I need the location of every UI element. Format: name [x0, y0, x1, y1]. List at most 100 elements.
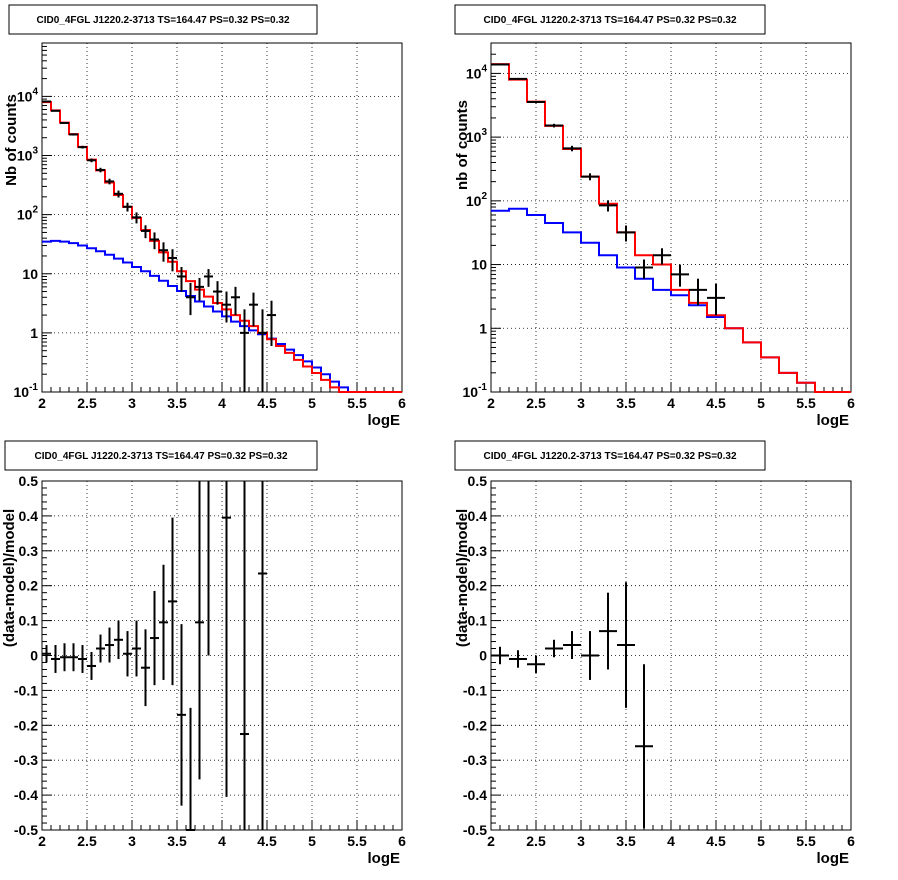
data-point	[150, 590, 159, 686]
chart-title: CID0_4FGL J1220.2-3713 TS=164.47 PS=0.32…	[36, 15, 289, 26]
x-tick-label: 3.5	[167, 833, 187, 849]
data-point	[78, 645, 87, 673]
y-tick-label: -0.1	[463, 682, 487, 698]
panel-title-box: CID0_4FGL J1220.2-3713 TS=164.47 PS=0.32…	[454, 4, 766, 35]
title-frame	[8, 4, 318, 35]
tick-exponent: 3	[481, 127, 487, 138]
y-tick-label: 10	[22, 266, 38, 282]
x-tick-label: 5	[757, 833, 765, 849]
series-line-total-model	[491, 63, 851, 393]
y-tick-label: 0.1	[19, 613, 39, 629]
data-point	[231, 286, 240, 316]
x-tick-label: 6	[847, 395, 855, 411]
y-tick-label: 103	[466, 127, 488, 145]
y-tick-label: 0	[30, 648, 38, 664]
y-tick-label: 102	[466, 191, 488, 209]
x-axis-label: logE	[368, 412, 401, 429]
x-tick-label: 5.5	[347, 833, 367, 849]
y-tick-label: 10	[471, 257, 487, 273]
data-point	[51, 645, 60, 673]
y-tick-label: 1	[479, 320, 487, 336]
data-point	[96, 167, 105, 173]
tick-exponent: 4	[32, 86, 38, 97]
grid	[491, 481, 851, 830]
data-point	[545, 639, 563, 658]
y-tick-label: 0.4	[468, 508, 488, 524]
y-tick-label: 0	[479, 648, 487, 664]
data-point	[195, 277, 204, 301]
y-tick-label: 104	[17, 86, 39, 104]
data-point	[204, 269, 213, 287]
data-point	[141, 225, 150, 239]
x-tick-label: 5	[757, 395, 765, 411]
x-tick-label: 6	[847, 833, 855, 849]
data-point	[258, 481, 267, 830]
tick-exponent: 4	[481, 63, 487, 74]
panel-title-box: CID0_4FGL J1220.2-3713 TS=164.47 PS=0.32…	[4, 440, 318, 471]
tick-base: 10	[17, 148, 33, 164]
x-tick-label: 2	[38, 833, 46, 849]
data-point	[635, 664, 653, 829]
data-point	[114, 620, 123, 659]
tick-base: 10	[466, 65, 482, 81]
data-point	[527, 655, 545, 673]
x-tick-label: 5.5	[796, 833, 816, 849]
y-tick-label: 10-1	[463, 382, 488, 400]
data-point	[545, 123, 563, 128]
tick-exponent: 2	[481, 191, 487, 202]
data-point	[491, 63, 509, 66]
tick-base: 10	[17, 88, 33, 104]
x-tick-label: 6	[398, 395, 406, 411]
y-tick-label: 102	[17, 205, 39, 223]
y-tick-label: -0.5	[463, 822, 487, 838]
y-tick-label: -0.2	[14, 717, 38, 733]
y-tick-label: -0.1	[14, 682, 38, 698]
title-frame	[454, 4, 766, 35]
series-line-background-model	[491, 207, 851, 393]
y-tick-label: -0.4	[14, 787, 38, 803]
data-point	[617, 225, 635, 242]
x-tick-label: 4	[667, 395, 675, 411]
y-tick-label: 0.1	[468, 613, 488, 629]
x-tick-label: 3	[128, 395, 136, 411]
title-frame	[4, 440, 318, 471]
data-point	[581, 173, 599, 181]
x-tick-label: 3	[577, 833, 585, 849]
data-point	[267, 300, 276, 346]
x-tick-label: 4.5	[706, 395, 726, 411]
data-point	[159, 242, 168, 262]
data-point	[599, 592, 617, 670]
x-tick-label: 4	[667, 833, 675, 849]
data-point	[527, 100, 545, 104]
data-point	[617, 582, 635, 708]
data-point	[186, 282, 195, 316]
data-point	[563, 631, 581, 659]
x-tick-label: 4.5	[257, 395, 277, 411]
x-tick-label: 2	[487, 395, 495, 411]
y-tick-label: 0.2	[19, 578, 39, 594]
data-point	[635, 259, 653, 279]
y-tick-label: 0.4	[19, 508, 39, 524]
data-point	[186, 707, 195, 831]
tick-base: 10	[466, 193, 482, 209]
data-point	[168, 249, 177, 272]
y-tick-label: 0.3	[468, 543, 488, 559]
tick-exponent: 3	[32, 146, 38, 157]
data-point	[132, 212, 141, 224]
grid	[42, 43, 402, 392]
data-point	[60, 643, 69, 672]
y-tick-label: 0.3	[19, 543, 39, 559]
x-axis-label: logE	[817, 412, 850, 429]
y-tick-label: -0.3	[463, 752, 487, 768]
panel-title-box: CID0_4FGL J1220.2-3713 TS=164.47 PS=0.32…	[454, 440, 766, 471]
y-tick-label: 103	[17, 146, 39, 164]
data-point	[599, 200, 617, 212]
data-point	[150, 232, 159, 250]
data-point	[258, 309, 267, 392]
data-point	[96, 634, 105, 663]
x-tick-label: 3	[128, 833, 136, 849]
x-axis-label: logE	[368, 850, 401, 867]
y-axis-label: (data-model)/model	[454, 509, 471, 647]
